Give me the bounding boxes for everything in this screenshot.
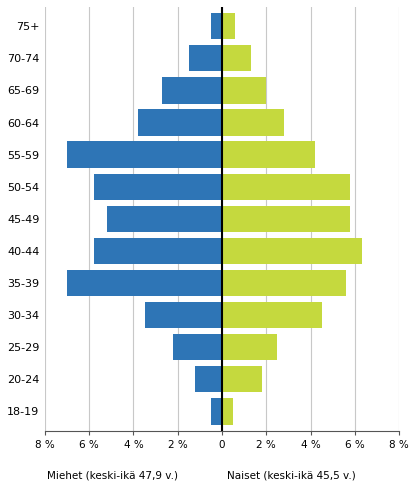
Bar bbox=[67, 141, 222, 168]
Bar bbox=[94, 238, 222, 264]
Bar bbox=[222, 45, 251, 72]
Bar bbox=[222, 302, 322, 328]
Bar bbox=[222, 77, 266, 104]
Bar bbox=[211, 398, 222, 425]
Bar bbox=[173, 334, 222, 360]
Bar bbox=[138, 109, 222, 136]
Bar bbox=[222, 270, 346, 296]
Text: Miehet (keski-ikä 47,9 v.): Miehet (keski-ikä 47,9 v.) bbox=[47, 471, 178, 481]
Bar bbox=[196, 366, 222, 392]
Bar bbox=[222, 109, 284, 136]
Bar bbox=[222, 206, 350, 232]
Bar bbox=[162, 77, 222, 104]
Bar bbox=[107, 206, 222, 232]
Bar bbox=[222, 366, 262, 392]
Bar bbox=[94, 173, 222, 200]
Bar bbox=[222, 398, 233, 425]
Bar bbox=[222, 238, 362, 264]
Bar bbox=[67, 270, 222, 296]
Bar bbox=[222, 141, 315, 168]
Bar bbox=[189, 45, 222, 72]
Bar bbox=[222, 13, 235, 39]
Text: Naiset (keski-ikä 45,5 v.): Naiset (keski-ikä 45,5 v.) bbox=[227, 471, 356, 481]
Bar bbox=[222, 173, 350, 200]
Bar bbox=[222, 334, 277, 360]
Bar bbox=[144, 302, 222, 328]
Bar bbox=[211, 13, 222, 39]
